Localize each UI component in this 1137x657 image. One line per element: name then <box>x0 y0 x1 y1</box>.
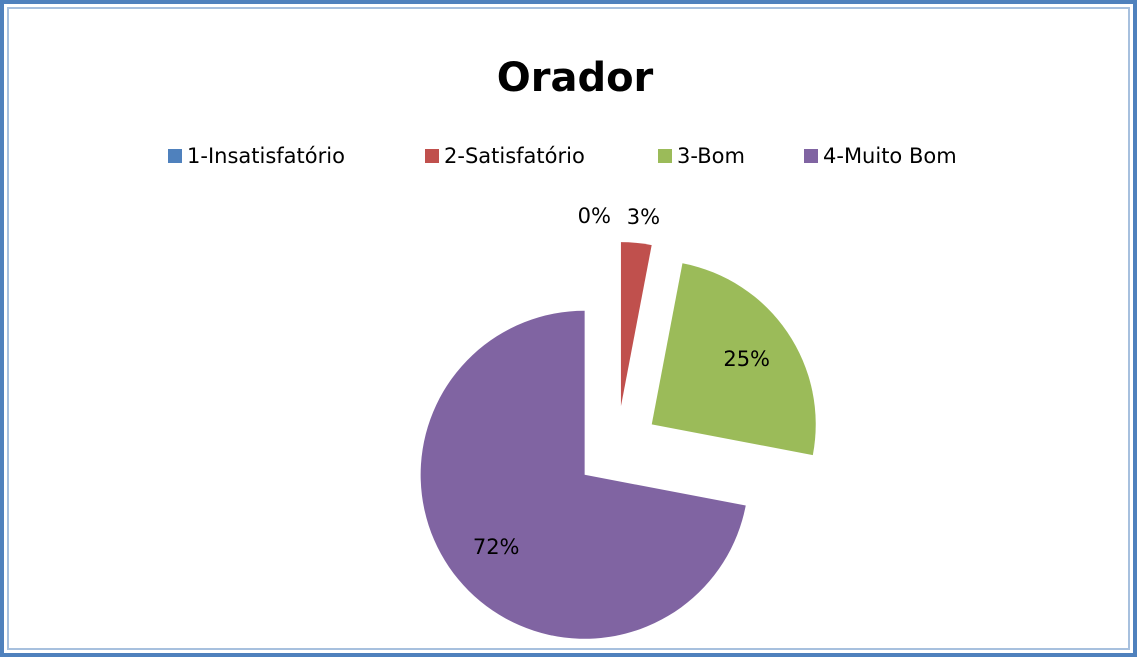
legend-label: 2-Satisfatório <box>444 144 585 168</box>
legend-swatch <box>804 149 818 163</box>
data-label: 25% <box>723 347 770 371</box>
data-label: 72% <box>473 535 520 559</box>
pie-slice <box>651 263 816 456</box>
legend-label: 3-Bom <box>677 144 745 168</box>
frame-inner <box>7 7 1130 650</box>
pie-slice <box>420 310 746 639</box>
legend-label: 4-Muito Bom <box>823 144 957 168</box>
legend-swatch <box>425 149 439 163</box>
data-label: 3% <box>627 205 660 229</box>
chart-title: Orador <box>497 55 654 101</box>
data-label: 0% <box>578 204 611 228</box>
pie-slice <box>620 242 652 407</box>
legend-swatch <box>168 149 182 163</box>
legend-swatch <box>658 149 672 163</box>
legend-label: 1-Insatisfatório <box>187 144 345 168</box>
